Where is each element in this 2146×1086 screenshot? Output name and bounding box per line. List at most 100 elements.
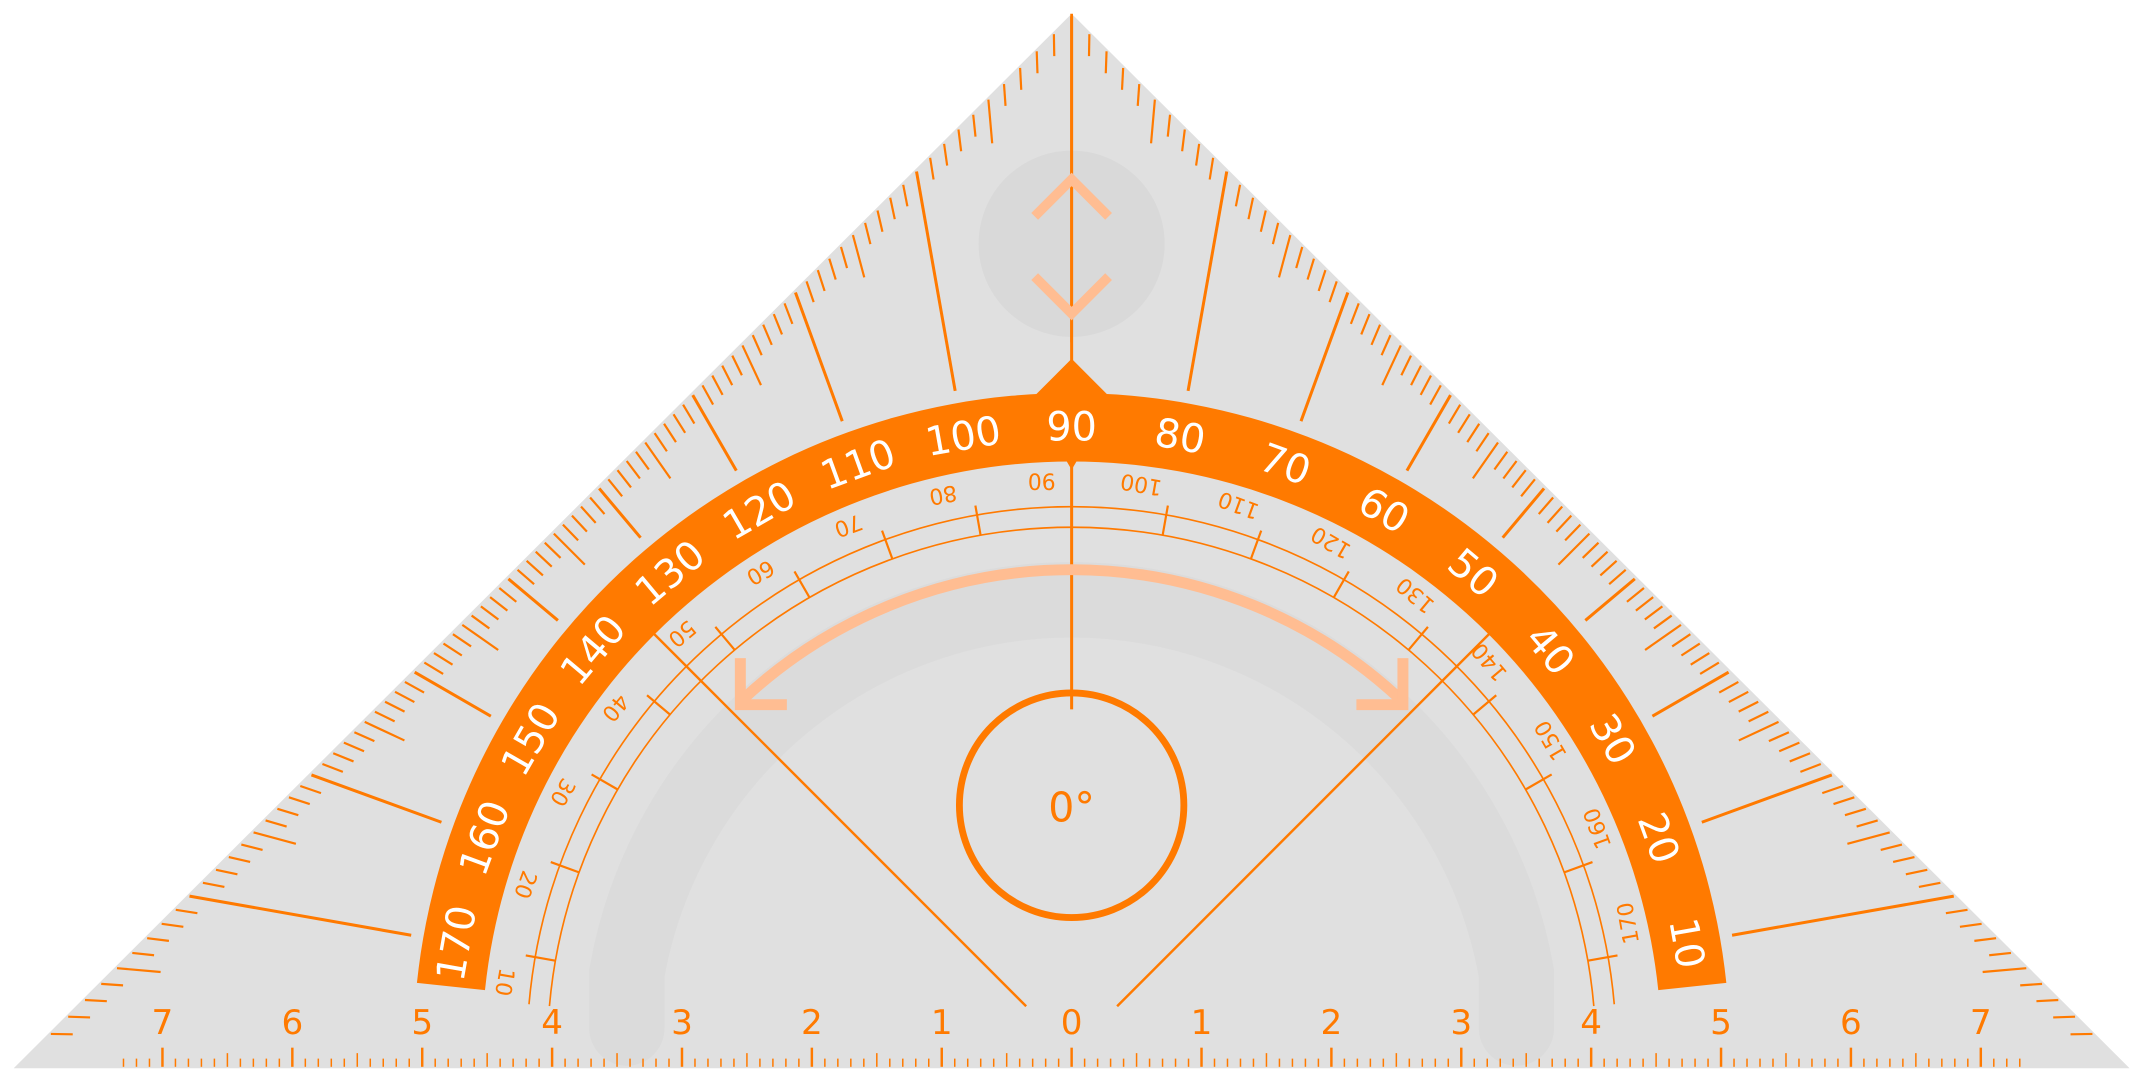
edge-tick-37 (1644, 605, 1664, 621)
edge-tick-132 (580, 505, 597, 524)
inner-degree-label: 80 (927, 479, 959, 508)
edge-tick-7 (1974, 937, 1997, 942)
edge-tick-139 (516, 568, 535, 586)
ruler-label: 4 (541, 1003, 563, 1043)
edge-tick-122 (672, 413, 687, 434)
ruler-label: 7 (1970, 1003, 1992, 1043)
edge-tick-14 (1880, 843, 1903, 851)
ruler-label: 5 (411, 1003, 433, 1043)
edge-tick-135 (553, 532, 586, 566)
edge-tick-30 (1651, 670, 1730, 718)
ninety-degree-marker (1030, 358, 1113, 470)
edge-tick-75 (1277, 234, 1292, 278)
edge-tick-64 (1400, 355, 1412, 376)
edge-tick-83 (1181, 129, 1186, 152)
edge-tick-157 (343, 741, 365, 753)
edge-tick-155 (364, 720, 405, 742)
inner-tick (1161, 505, 1169, 536)
edge-tick-23 (1778, 741, 1800, 753)
edge-tick-56 (1475, 432, 1490, 452)
edge-tick-58 (1457, 413, 1471, 434)
edge-tick-51 (1520, 478, 1536, 498)
edge-tick-134 (562, 523, 579, 542)
edge-tick-92 (1035, 51, 1039, 74)
edge-tick-42 (1599, 559, 1618, 577)
edge-tick-65 (1381, 344, 1402, 386)
edge-tick-63 (1410, 365, 1422, 386)
edge-tick-149 (423, 661, 444, 675)
edge-tick-61 (1429, 384, 1442, 406)
edge-tick-123 (663, 423, 677, 443)
edge-tick-24 (1768, 731, 1790, 743)
edge-tick-165 (253, 831, 297, 845)
edge-tick-32 (1690, 652, 1710, 666)
edge-tick-72 (1317, 269, 1327, 292)
edge-tick-3 (2036, 998, 2059, 1003)
edge-tick-109 (805, 281, 815, 303)
inner-tick (1525, 773, 1553, 791)
edge-tick-85 (1149, 99, 1156, 144)
edge-tick-38 (1635, 596, 1654, 612)
edge-tick-50 (1501, 487, 1546, 539)
edge-tick-166 (241, 843, 263, 851)
center-readout[interactable]: 0° (955, 689, 1188, 921)
edge-tick-36 (1653, 614, 1673, 630)
edge-tick-130 (598, 487, 642, 539)
chevron-down-icon[interactable] (1031, 273, 1112, 321)
ruler-label: 3 (1450, 1003, 1472, 1043)
edge-tick-78 (1247, 197, 1255, 220)
edge-tick-140 (507, 577, 559, 622)
edge-tick-70 (1299, 291, 1350, 422)
ruler-label: 5 (1710, 1003, 1732, 1043)
edge-tick-95 (987, 99, 994, 144)
inner-tick (591, 773, 619, 791)
edge-tick-160 (310, 773, 442, 824)
edge-tick-116 (731, 355, 743, 376)
edge-tick-19 (1821, 784, 1844, 795)
diagonal-line-45 (1116, 622, 1501, 1008)
edge-tick-151 (404, 681, 425, 694)
edge-tick-47 (1555, 514, 1573, 533)
edge-tick-48 (1546, 505, 1564, 524)
diagonal-line-135 (643, 622, 1028, 1008)
diagonal-guides (643, 622, 1501, 1008)
edge-tick-147 (442, 642, 463, 657)
chevron-up-icon[interactable] (1031, 172, 1112, 220)
edge-tick-54 (1493, 451, 1509, 471)
edge-tick-101 (902, 184, 909, 207)
handles[interactable] (734, 13, 1409, 711)
center-circle[interactable] (955, 689, 1188, 921)
edge-tick-119 (701, 384, 715, 406)
ruler-label: 7 (152, 1003, 174, 1043)
edge-tick-86 (1136, 83, 1141, 106)
edge-tick-84 (1166, 114, 1172, 137)
edge-tick-172 (161, 922, 184, 928)
edge-tick-161 (299, 784, 322, 795)
edge-tick-49 (1537, 496, 1554, 515)
edge-tick-104 (864, 222, 872, 245)
edge-tick-96 (972, 114, 977, 137)
ruler-label: 2 (1321, 1003, 1343, 1043)
edge-tick-93 (1019, 67, 1023, 90)
edge-tick-150 (413, 670, 492, 718)
edge-tick-12 (1905, 868, 1928, 876)
edge-tick-162 (288, 796, 311, 806)
edge-tick-35 (1644, 623, 1682, 651)
edge-tick-27 (1738, 700, 1759, 713)
edge-tick-138 (525, 559, 544, 577)
edge-tick-62 (1419, 375, 1432, 396)
edge-tick-20 (1701, 773, 1833, 824)
edge-tick-146 (452, 633, 472, 648)
edge-tick-33 (1680, 642, 1701, 657)
rotate-arc-arrow-icon[interactable] (739, 564, 1404, 704)
edge-tick-106 (839, 246, 849, 269)
inner-tick (974, 505, 982, 536)
edge-tick-136 (544, 541, 562, 559)
inner-tick (714, 626, 736, 651)
edge-tick-103 (876, 210, 884, 233)
edge-tick-25 (1738, 720, 1779, 742)
edge-tick-79 (1234, 184, 1242, 207)
edge-tick-158 (332, 752, 354, 763)
edge-tick-168 (215, 868, 238, 876)
